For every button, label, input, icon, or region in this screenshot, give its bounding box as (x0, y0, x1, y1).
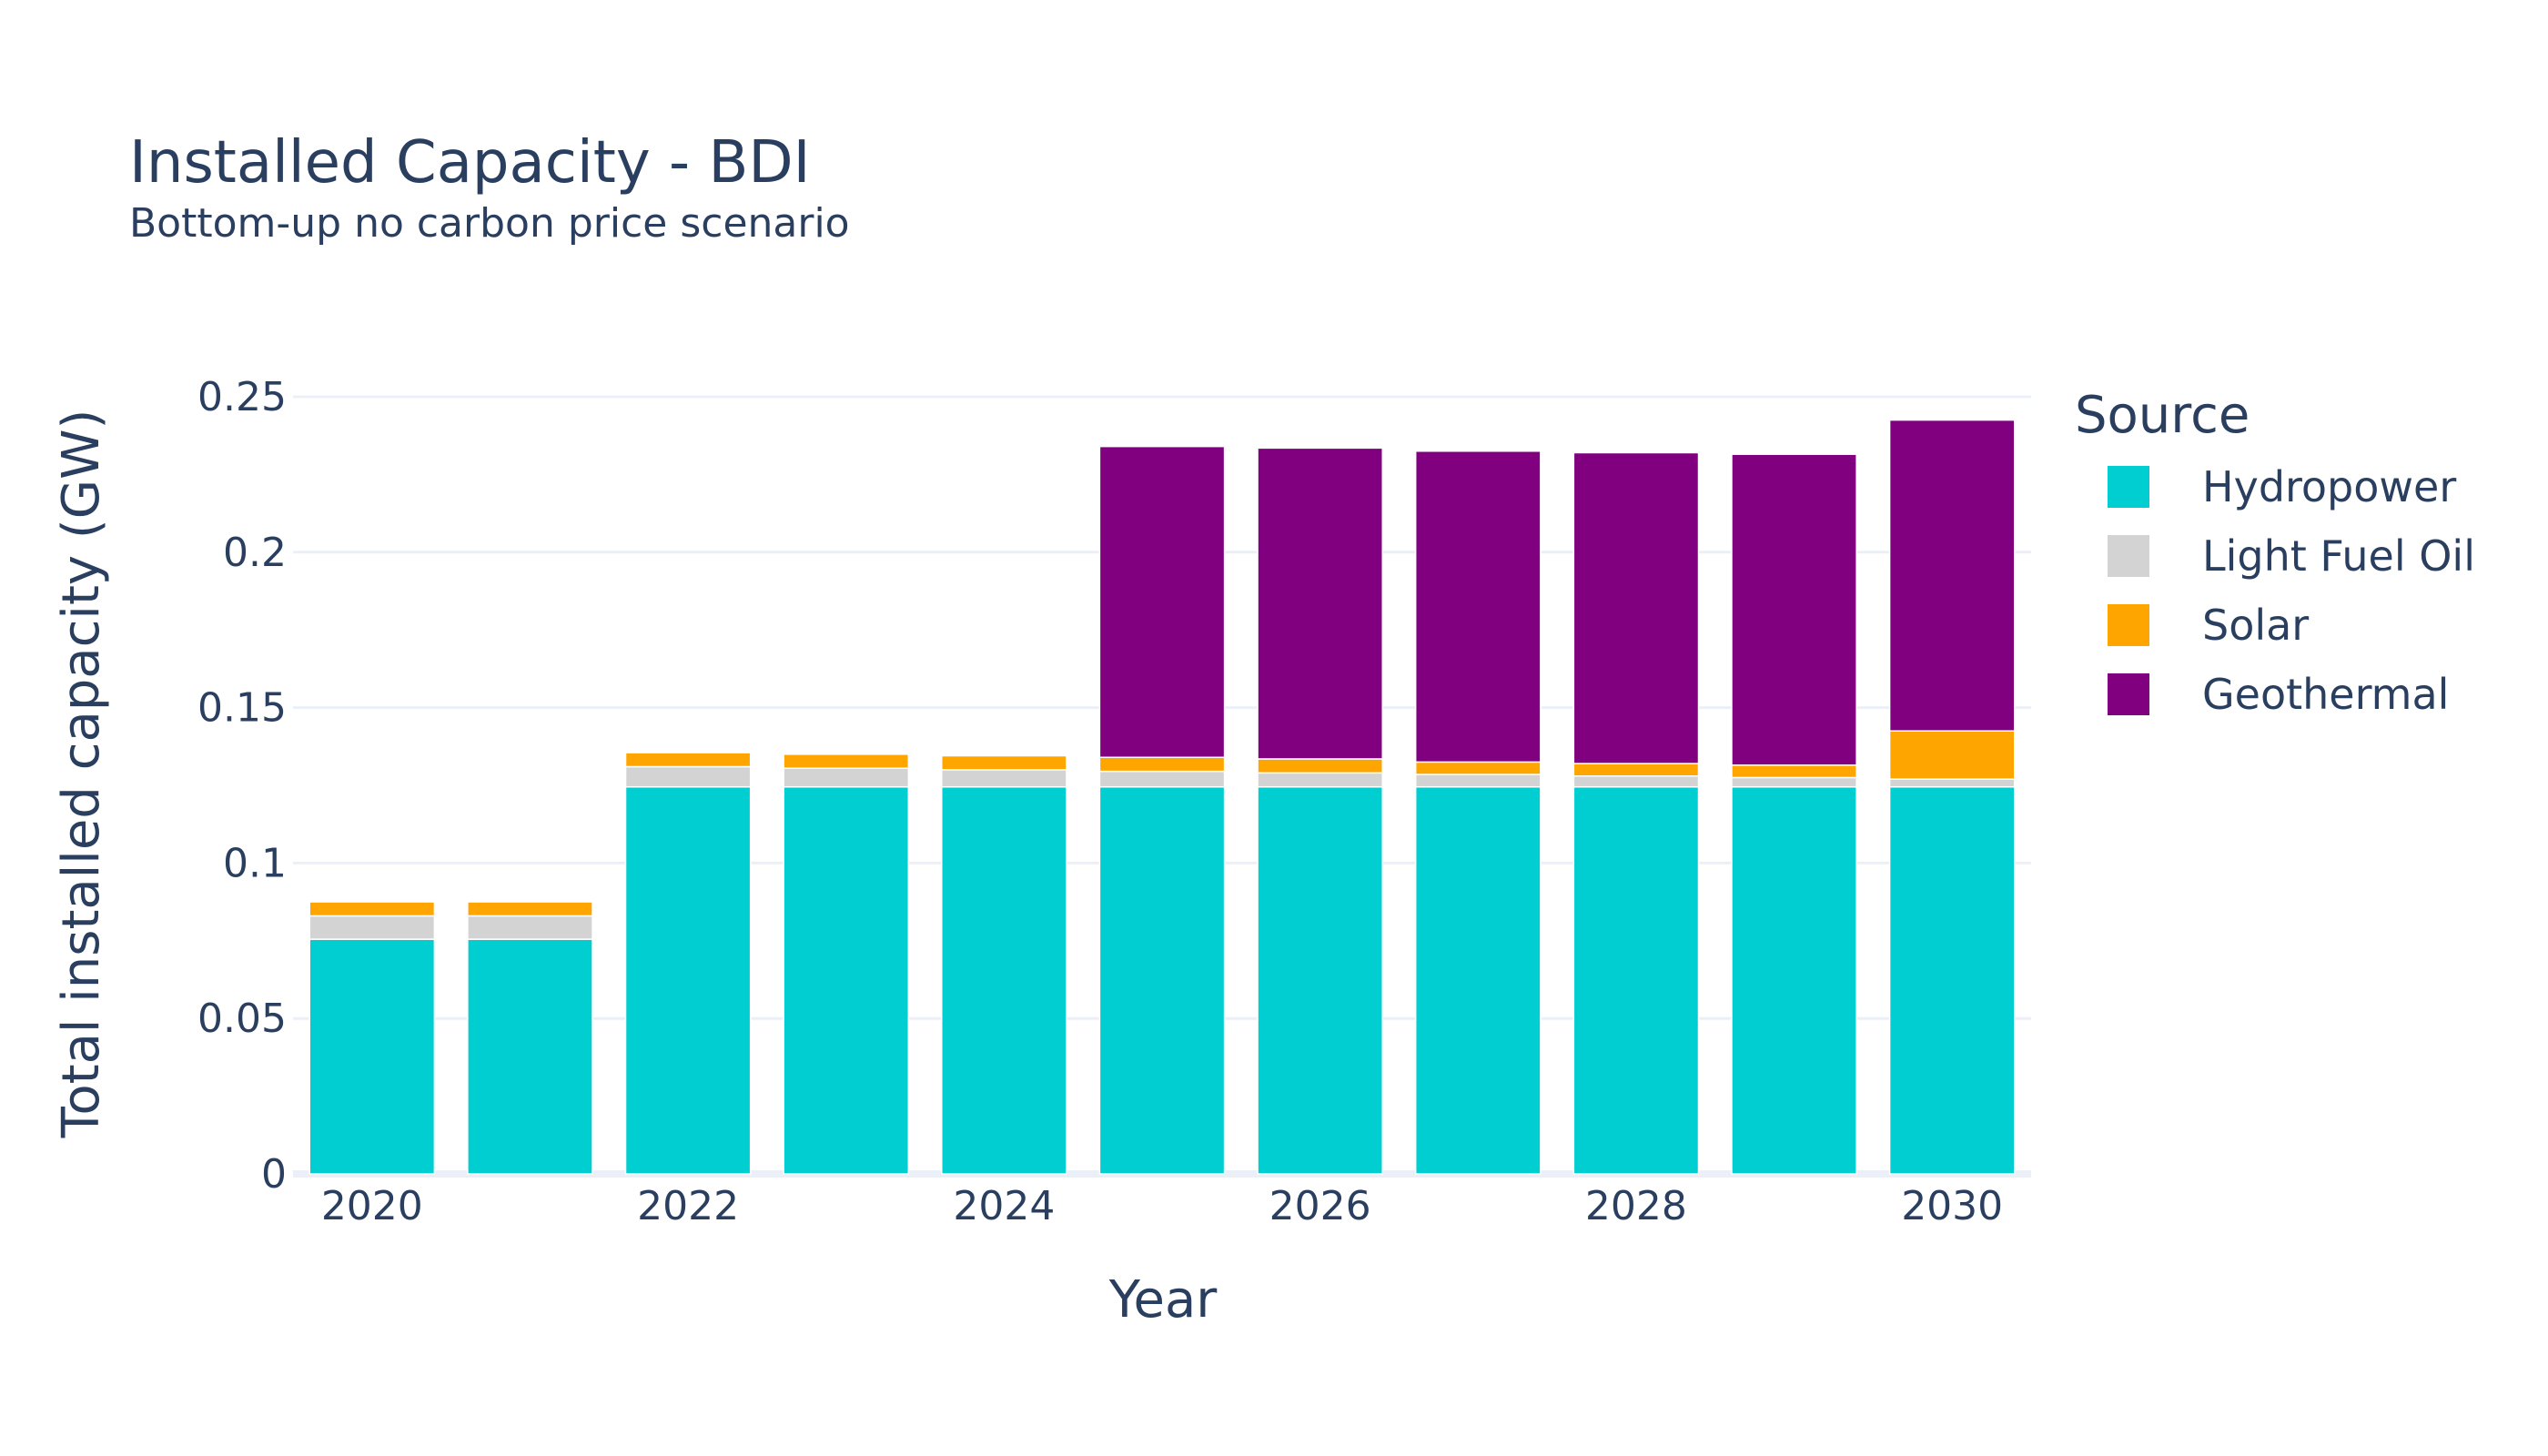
y-tick-label: 0 (261, 1151, 287, 1198)
bar-segment (1257, 447, 1383, 760)
x-tick-label: 2028 (1585, 1183, 1687, 1229)
bar-segment (624, 752, 752, 768)
bar-segment (1572, 763, 1700, 777)
legend-swatch (2108, 673, 2149, 715)
bars (308, 419, 2016, 1175)
bar-segment (1257, 785, 1383, 1175)
x-tick-label: 2030 (1901, 1183, 2003, 1229)
bar-segment (1414, 761, 1542, 775)
bar-segment (1098, 770, 1226, 788)
bar-segment (783, 767, 910, 788)
x-tick-label: 2024 (953, 1183, 1055, 1229)
bar-segment (1414, 450, 1542, 763)
x-tick-labels: 2020 2022 2024 2026 2028 2030 (321, 1183, 2003, 1229)
y-axis-title: Total installed capacity (GW) (52, 410, 111, 1139)
bar-segment (467, 938, 593, 1175)
y-tick-label: 0.15 (197, 685, 287, 732)
bar-segment (1731, 776, 1857, 788)
bar-segment (467, 901, 593, 917)
legend-swatch (2108, 535, 2149, 577)
bar-segment (941, 754, 1067, 771)
bar-segment (1098, 785, 1226, 1175)
bar-segment (1257, 758, 1383, 774)
bar-segment (308, 901, 436, 917)
y-tick-label: 0.05 (197, 996, 287, 1042)
bar-segment (941, 785, 1067, 1175)
legend: Hydropower Light Fuel Oil Solar Geothermal (2108, 462, 2475, 719)
bar-segment (1414, 774, 1542, 788)
legend-swatch (2108, 466, 2149, 508)
bar-segment (1257, 772, 1383, 788)
bar-segment (1888, 785, 2016, 1175)
bar-segment (1098, 756, 1226, 773)
bar-segment (1731, 453, 1857, 766)
bar-segment (1888, 778, 2016, 788)
legend-label: Geothermal (2202, 670, 2449, 719)
bar-segment (783, 753, 910, 769)
bar-segment (624, 785, 752, 1175)
bar-segment (1572, 774, 1700, 788)
bar-segment (1572, 451, 1700, 764)
bar-segment (783, 785, 910, 1175)
bar-segment (1098, 445, 1226, 759)
legend-label: Hydropower (2202, 462, 2456, 511)
bar-segment (1414, 785, 1542, 1175)
y-tick-label: 0.1 (223, 840, 287, 886)
x-tick-label: 2020 (321, 1183, 423, 1229)
x-tick-label: 2022 (637, 1183, 739, 1229)
bar-segment (941, 769, 1067, 788)
x-tick-label: 2026 (1269, 1183, 1371, 1229)
legend-label: Solar (2202, 601, 2309, 650)
chart-subtitle: Bottom-up no carbon price scenario (129, 200, 850, 247)
y-tick-labels: 0 0.05 0.1 0.15 0.2 0.25 (197, 374, 287, 1198)
bar-segment (1888, 419, 2016, 732)
bar-segment (308, 915, 436, 940)
legend-swatch (2108, 604, 2149, 646)
y-tick-label: 0.25 (197, 374, 287, 420)
bar-segment (1888, 730, 2016, 780)
bar-segment (308, 938, 436, 1175)
bar-segment (1731, 785, 1857, 1175)
legend-title: Source (2075, 386, 2250, 445)
chart-title: Installed Capacity - BDI (129, 129, 811, 197)
y-tick-label: 0.2 (223, 530, 287, 576)
bar-segment (1731, 764, 1857, 779)
bar-segment (467, 915, 593, 940)
x-axis-title: Year (1108, 1270, 1218, 1330)
legend-label: Light Fuel Oil (2202, 531, 2475, 581)
bar-segment (1572, 785, 1700, 1175)
bar-segment (624, 765, 752, 788)
